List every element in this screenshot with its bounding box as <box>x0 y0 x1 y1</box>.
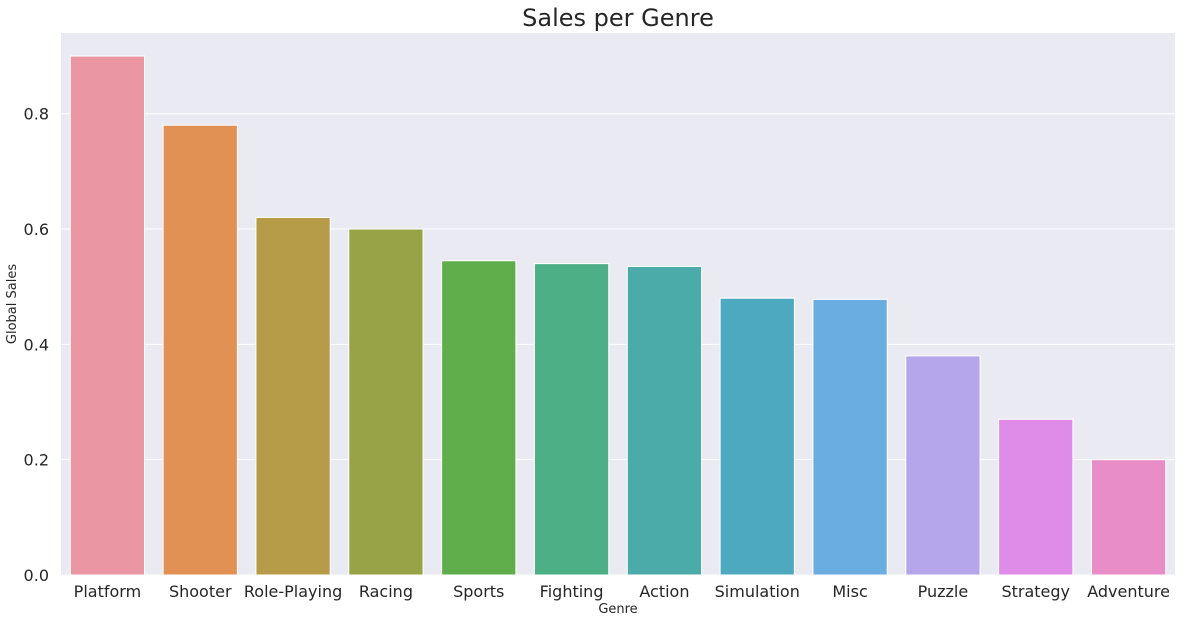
x-tick-label: Puzzle <box>918 582 969 601</box>
y-axis-label: Global Sales <box>5 264 20 344</box>
x-tick-label: Action <box>639 582 689 601</box>
bar-role-playing <box>255 217 331 576</box>
x-tick-label: Misc <box>832 582 867 601</box>
bar-shooter <box>162 124 238 576</box>
y-tick-labels: 0.0 0.2 0.4 0.6 0.8 <box>24 105 49 585</box>
x-tick-label: Racing <box>359 582 413 601</box>
y-tick-label: 0.6 <box>24 220 49 239</box>
y-tick-label: 0.8 <box>24 105 49 124</box>
gridlines <box>61 113 1175 576</box>
x-tick-label: Strategy <box>1001 582 1070 601</box>
bar-action <box>626 266 703 576</box>
bar-puzzle <box>905 355 981 576</box>
x-tick-label: Simulation <box>715 582 800 601</box>
bar-simulation <box>719 297 795 576</box>
bar-adventure <box>1090 459 1167 576</box>
y-tick-label: 0.0 <box>24 566 49 585</box>
bar-strategy <box>998 418 1074 576</box>
plot-area <box>61 33 1175 575</box>
x-tick-label: Role-Playing <box>244 582 342 601</box>
bar-fighting <box>533 263 610 576</box>
x-tick-label: Adventure <box>1087 582 1170 601</box>
x-tick-labels: Platform Shooter Role-Playing Racing Sports F… <box>74 582 1170 601</box>
y-tick-label: 0.4 <box>24 335 49 354</box>
x-tick-label: Sports <box>453 582 504 601</box>
x-tick-label: Fighting <box>540 582 604 601</box>
bar-platform <box>69 55 146 576</box>
chart-title: Sales per Genre <box>522 4 714 32</box>
x-axis-label: Genre <box>598 602 637 617</box>
x-tick-label: Platform <box>74 582 141 601</box>
x-tick-label: Shooter <box>169 582 232 601</box>
bar-sports <box>441 260 517 576</box>
y-tick-label: 0.2 <box>24 451 49 470</box>
bars <box>69 55 1167 576</box>
bar-racing <box>348 228 424 576</box>
bar-misc <box>812 298 888 576</box>
